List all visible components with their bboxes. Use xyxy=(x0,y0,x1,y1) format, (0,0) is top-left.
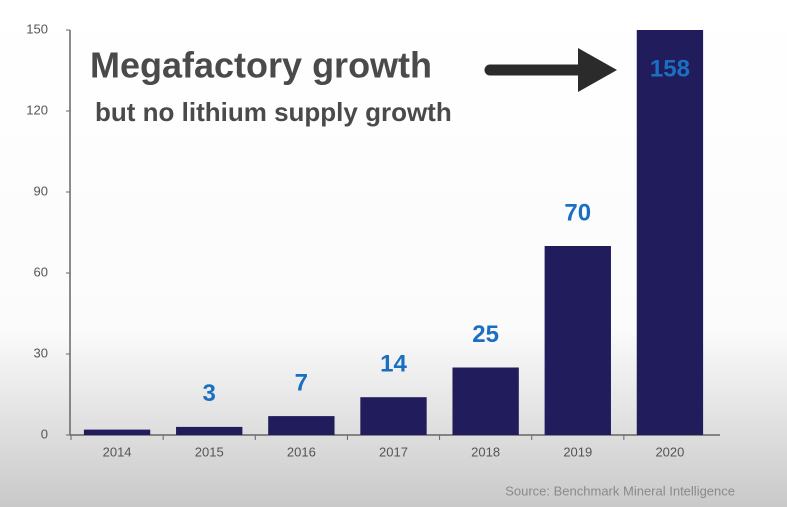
bar xyxy=(360,397,427,435)
bar xyxy=(544,246,611,435)
bar xyxy=(176,426,243,435)
bar xyxy=(268,416,335,435)
x-tick-label: 2018 xyxy=(471,444,500,459)
chart-subtitle: but no lithium supply growth xyxy=(95,97,452,127)
data-label: 25 xyxy=(472,321,499,348)
bar xyxy=(452,367,519,435)
x-tick-label: 2015 xyxy=(195,444,224,459)
y-tick-label: 150 xyxy=(26,21,48,36)
bar xyxy=(83,429,151,435)
data-label: 7 xyxy=(295,369,308,396)
x-tick-label: 2017 xyxy=(379,444,408,459)
data-label: 3 xyxy=(203,380,216,407)
y-tick-label: 30 xyxy=(34,345,48,360)
x-tick-label: 2020 xyxy=(655,444,684,459)
data-label: 158 xyxy=(650,55,690,82)
bar xyxy=(636,30,704,436)
x-tick-label: 2019 xyxy=(563,444,592,459)
data-label: 70 xyxy=(564,199,591,226)
y-tick-label: 120 xyxy=(26,102,48,117)
source: Source: Benchmark Mineral Intelligence xyxy=(505,483,735,498)
x-tick-label: 2016 xyxy=(287,444,316,459)
arrow xyxy=(484,48,617,92)
y-tick-label: 60 xyxy=(34,264,48,279)
x-tick-label: 2014 xyxy=(103,444,132,459)
y-tick-label: 90 xyxy=(34,183,48,198)
chart-title: Megafactory growth xyxy=(90,45,432,86)
data-label: 14 xyxy=(380,351,407,378)
y-tick-label: 0 xyxy=(41,426,48,441)
